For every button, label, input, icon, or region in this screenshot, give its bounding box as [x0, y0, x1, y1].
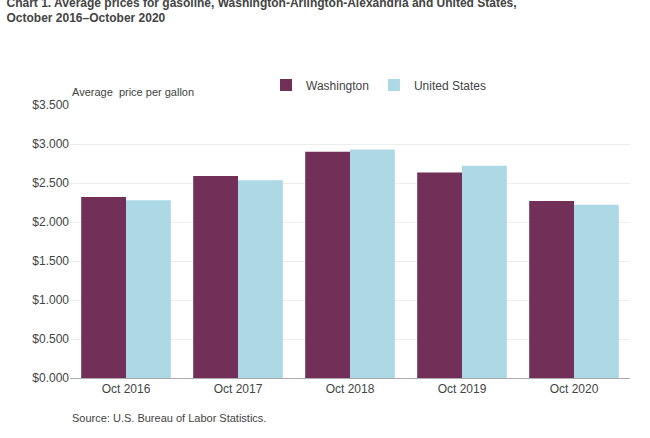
svg-text:Oct 2017: Oct 2017: [214, 382, 263, 396]
svg-text:$2.500: $2.500: [32, 176, 69, 190]
svg-text:$3.500: $3.500: [32, 98, 69, 112]
svg-text:Oct 2019: Oct 2019: [438, 382, 487, 396]
svg-text:Washington: Washington: [306, 79, 369, 93]
svg-text:$1.500: $1.500: [32, 254, 69, 268]
svg-text:$1.000: $1.000: [32, 293, 69, 307]
svg-text:United States: United States: [414, 79, 486, 93]
svg-text:Chart 1. Average prices for ga: Chart 1. Average prices for gasoline, Wa…: [7, 0, 517, 25]
svg-text:$3.000: $3.000: [32, 137, 69, 151]
svg-text:Oct 2018: Oct 2018: [326, 382, 375, 396]
svg-text:$0.000: $0.000: [32, 371, 69, 385]
svg-text:$2.000: $2.000: [32, 215, 69, 229]
svg-text:Oct 2020: Oct 2020: [550, 382, 599, 396]
svg-text:$0.500: $0.500: [32, 332, 69, 346]
svg-text:Oct 2016: Oct 2016: [102, 382, 151, 396]
svg-text:Average price per gallon: Average price per gallon: [72, 86, 194, 98]
svg-text:Source: U.S. Bureau of Labor S: Source: U.S. Bureau of Labor Statistics.: [72, 412, 266, 424]
